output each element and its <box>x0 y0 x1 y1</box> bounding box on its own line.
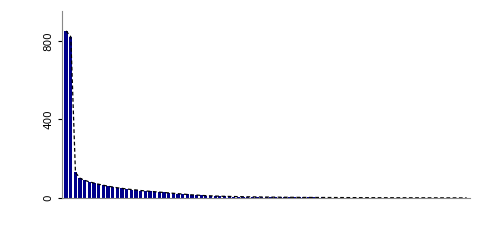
Bar <box>293 197 296 198</box>
Bar <box>195 195 198 198</box>
Bar <box>111 187 114 198</box>
Bar <box>83 180 86 198</box>
Bar <box>97 184 100 198</box>
Bar <box>157 192 161 198</box>
Bar <box>74 172 77 198</box>
Bar <box>88 182 91 198</box>
Bar <box>223 196 226 198</box>
Bar <box>265 197 268 198</box>
Bar <box>144 191 147 198</box>
Bar <box>241 197 245 198</box>
Bar <box>260 197 264 198</box>
Bar <box>78 178 82 198</box>
Bar <box>102 185 105 198</box>
Bar <box>93 183 96 198</box>
Bar <box>176 194 180 198</box>
Bar <box>228 196 231 198</box>
Bar <box>246 197 250 198</box>
Bar <box>120 188 124 198</box>
Bar <box>232 196 235 198</box>
Bar <box>218 196 221 198</box>
Bar <box>279 197 282 198</box>
Bar <box>251 197 254 198</box>
Bar <box>283 197 287 198</box>
Bar <box>288 197 291 198</box>
Bar <box>172 193 175 198</box>
Bar <box>148 191 152 198</box>
Bar <box>302 197 305 198</box>
Bar <box>125 189 128 198</box>
Bar <box>139 191 142 198</box>
Bar <box>209 196 212 198</box>
Bar <box>186 194 189 198</box>
Bar <box>214 196 217 198</box>
Bar <box>134 190 138 198</box>
Bar <box>269 197 273 198</box>
Bar <box>298 197 300 198</box>
Bar <box>130 189 133 198</box>
Bar <box>162 193 166 198</box>
Bar <box>69 37 72 198</box>
Bar <box>167 193 170 198</box>
Bar <box>181 194 184 198</box>
Bar <box>64 31 68 198</box>
Bar <box>237 197 240 198</box>
Bar <box>255 197 259 198</box>
Bar <box>116 188 119 198</box>
Bar <box>190 195 193 198</box>
Bar <box>204 196 207 198</box>
Bar <box>107 186 109 198</box>
Bar <box>307 197 310 198</box>
Bar <box>153 192 156 198</box>
Bar <box>200 196 203 198</box>
Bar <box>274 197 277 198</box>
